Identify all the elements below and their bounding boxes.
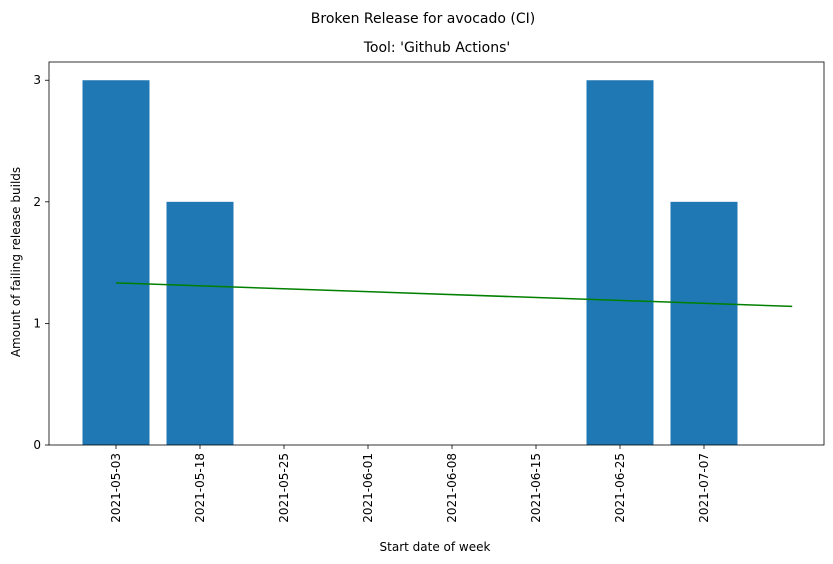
bar-2021-05-18 [166, 201, 234, 445]
bar-2021-06-25 [586, 80, 654, 445]
x-axis-label: Start date of week [380, 540, 491, 554]
x-tick-label-2021-05-25: 2021-05-25 [277, 453, 291, 523]
plot-area: 0 1 2 3 2021-05-03 2021-05-18 2021-05-25 2021-0… [33, 61, 825, 523]
x-tick-label-2021-06-25: 2021-06-25 [613, 453, 627, 523]
y-tick-label-3: 3 [33, 73, 41, 87]
x-tick-label-2021-06-08: 2021-06-08 [445, 453, 459, 523]
x-tick-label-2021-07-07: 2021-07-07 [697, 453, 711, 523]
y-axis-label: Amount of failing release builds [9, 167, 23, 357]
chart-title: Tool: 'Github Actions' [363, 40, 511, 56]
trend-line [115, 282, 793, 308]
bar-2021-07-07 [670, 201, 738, 445]
y-tick-label-2: 2 [33, 195, 41, 209]
chart-suptitle: Broken Release for avocado (CI) [311, 11, 535, 27]
x-tick-label-2021-06-01: 2021-06-01 [361, 453, 375, 523]
y-tick-label-0: 0 [33, 438, 41, 452]
x-tick-label-2021-06-15: 2021-06-15 [529, 453, 543, 523]
x-tick-label-2021-05-18: 2021-05-18 [193, 453, 207, 523]
x-tick-label-2021-05-03: 2021-05-03 [109, 453, 123, 523]
axes-frame [48, 61, 825, 446]
bar-2021-05-03 [82, 80, 150, 445]
y-tick-label-1: 1 [33, 316, 41, 330]
